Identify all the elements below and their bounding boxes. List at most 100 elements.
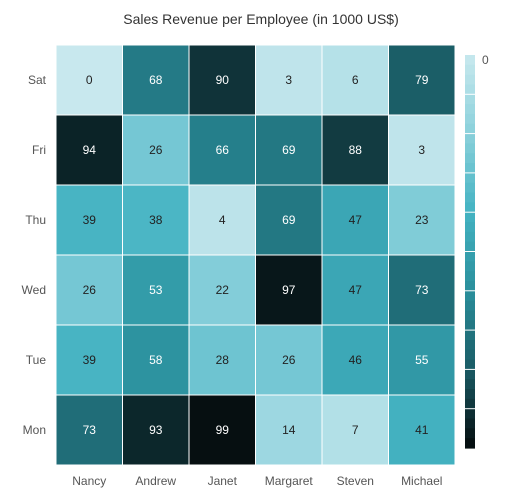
y-tick-label: Fri [32,143,46,157]
cell-value-label: 23 [415,213,429,227]
heatmap-cell [255,324,323,396]
legend-gradient-segment [465,192,475,203]
cell-value-label: 94 [83,143,97,157]
legend-gradient-segment [465,271,475,282]
cell-value-label: 99 [216,423,230,437]
cell-value-label: 28 [216,353,230,367]
legend-gradient-segment [465,104,475,115]
heatmap-cell [55,324,123,396]
chart-title: Sales Revenue per Employee (in 1000 US$) [123,11,399,27]
heatmap-cell [255,254,323,326]
cell-value-label: 55 [415,353,429,367]
legend-gradient-segment [465,339,475,351]
cell-value-label: 73 [83,423,97,437]
cell-value-label: 69 [282,143,296,157]
legend-label: 0 [482,53,489,67]
heatmap-cell [55,114,123,186]
cell-value-label: 69 [282,213,296,227]
legend-gradient-segment [465,389,475,400]
cell-value-label: 93 [149,423,163,437]
heatmap-cell [321,184,389,256]
legend-gradient-segment [465,163,475,174]
cell-value-label: 39 [83,213,97,227]
heatmap-cell [388,254,456,326]
y-tick-label: Mon [23,423,46,437]
cell-value-label: 26 [83,283,97,297]
legend-gradient-segment [465,55,475,66]
legend-gradient-segment [465,133,475,145]
cell-value-label: 3 [285,73,292,87]
legend-gradient-segment [465,349,475,361]
heatmap-cell [388,44,456,116]
cell-value-label: 90 [216,73,230,87]
legend-gradient-segment [465,330,475,341]
cell-value-label: 7 [352,423,359,437]
legend-gradient-segment [465,94,475,105]
x-tick-label: Margaret [265,474,314,488]
x-axis: Nancy Andrew Janet Margaret Steven Michael [72,474,442,488]
cell-value-label: 26 [282,353,296,367]
legend-gradient-segment [465,280,475,292]
heatmap-cell [122,394,190,466]
x-tick-label: Nancy [72,474,106,488]
legend-gradient-segment [465,290,475,302]
legend-gradient-segment [465,251,475,262]
heatmap-cell [255,44,323,116]
heatmap-cell [321,114,389,186]
legend-gradient-segment [465,408,475,420]
legend-gradient-segment [465,143,475,154]
x-tick-label: Andrew [135,474,176,488]
legend-gradient-segment [465,359,475,370]
heatmap-cell [55,44,123,116]
legend-gradient-segment [465,123,475,135]
cell-value-label: 4 [219,213,226,227]
heatmap-cell [321,394,389,466]
color-legend: 0 [465,53,489,449]
cell-value-label: 79 [415,73,429,87]
y-axis: Mon Tue Wed Thu Fri Sat [22,73,47,437]
cell-value-label: 88 [349,143,363,157]
heatmap-cell [55,394,123,466]
heatmap-cell [388,324,456,396]
heatmap-cell [321,254,389,326]
legend-gradient-segment [465,428,475,439]
heatmap-cell [388,394,456,466]
heatmap-cell [255,394,323,466]
legend-gradient-segment [465,369,475,380]
legend-gradient-segment [465,113,475,125]
cell-value-label: 53 [149,283,163,297]
cell-value-label: 47 [349,283,363,297]
cell-value-label: 68 [149,73,163,87]
y-tick-label: Tue [26,353,47,367]
heatmap-cell [55,184,123,256]
cell-value-label: 6 [352,73,359,87]
heatmap-cell [321,44,389,116]
y-tick-label: Thu [25,213,46,227]
legend-gradient-segment [465,261,475,272]
legend-gradient-segment [465,310,475,321]
x-tick-label: Janet [208,474,238,488]
cell-value-label: 41 [415,423,429,437]
x-tick-label: Steven [337,474,374,488]
legend-gradient-segment [465,74,475,86]
legend-gradient-segment [465,379,475,390]
legend-gradient-segment [465,182,475,194]
x-tick-label: Michael [401,474,442,488]
cell-value-label: 26 [149,143,163,157]
legend-gradient-segment [465,202,475,213]
legend-gradient-segment [465,231,475,243]
legend-gradient-segment [465,172,475,184]
legend-gradient-segment [465,241,475,253]
heatmap-cell [388,184,456,256]
heatmap-cell [188,324,256,396]
cell-value-label: 39 [83,353,97,367]
legend-gradient-segment [465,418,475,429]
heatmap-cell [122,184,190,256]
cell-value-label: 14 [282,423,296,437]
legend-gradient-segment [465,212,475,223]
cell-value-label: 0 [86,73,93,87]
heatmap-cell [122,324,190,396]
